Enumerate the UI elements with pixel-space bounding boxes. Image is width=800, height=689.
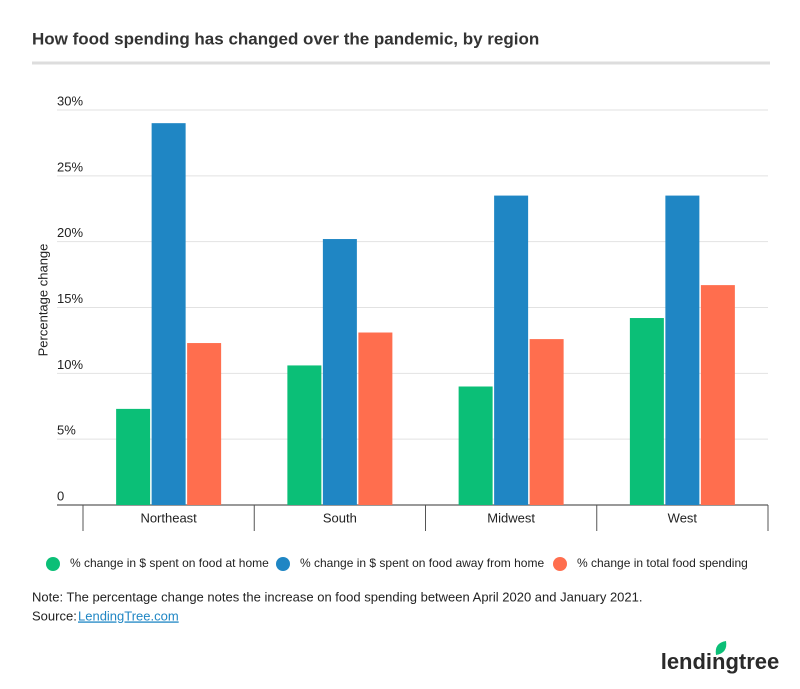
legend-label: % change in total food spending bbox=[577, 556, 748, 570]
bar bbox=[358, 332, 393, 505]
y-tick-label: 30% bbox=[57, 93, 83, 108]
x-tick-label: Northeast bbox=[140, 510, 197, 525]
bar bbox=[629, 318, 664, 505]
y-tick-label: 5% bbox=[57, 423, 76, 438]
legend-label: % change in $ spent on food away from ho… bbox=[300, 556, 544, 570]
source-link[interactable]: LendingTree.com bbox=[78, 608, 179, 623]
chart-title: How food spending has changed over the p… bbox=[32, 29, 539, 48]
legend-swatch bbox=[46, 557, 60, 571]
bar bbox=[187, 343, 222, 505]
bar bbox=[151, 123, 186, 506]
y-tick-label: 10% bbox=[57, 357, 83, 372]
bar bbox=[287, 365, 322, 505]
x-tick-label: Midwest bbox=[487, 510, 535, 525]
bar bbox=[322, 239, 357, 506]
logo: lendingtree bbox=[661, 649, 780, 674]
y-tick-label: 15% bbox=[57, 291, 83, 306]
y-tick-label: 0 bbox=[57, 488, 64, 503]
bar bbox=[529, 339, 564, 505]
bar bbox=[116, 408, 151, 505]
source-label: Source: bbox=[32, 608, 77, 623]
legend-label: % change in $ spent on food at home bbox=[70, 556, 269, 570]
logo-leaf bbox=[715, 641, 727, 655]
y-axis-label: Percentage change bbox=[35, 244, 50, 357]
x-tick-label: South bbox=[323, 510, 357, 525]
bar bbox=[665, 195, 700, 506]
bar bbox=[700, 285, 735, 505]
bar bbox=[494, 195, 529, 506]
bar bbox=[458, 386, 493, 505]
legend-swatch bbox=[553, 557, 567, 571]
y-tick-label: 20% bbox=[57, 225, 83, 240]
x-tick-label: West bbox=[668, 510, 698, 525]
legend-swatch bbox=[276, 557, 290, 571]
y-tick-label: 25% bbox=[57, 159, 83, 174]
note: Note: The percentage change notes the in… bbox=[32, 589, 643, 604]
